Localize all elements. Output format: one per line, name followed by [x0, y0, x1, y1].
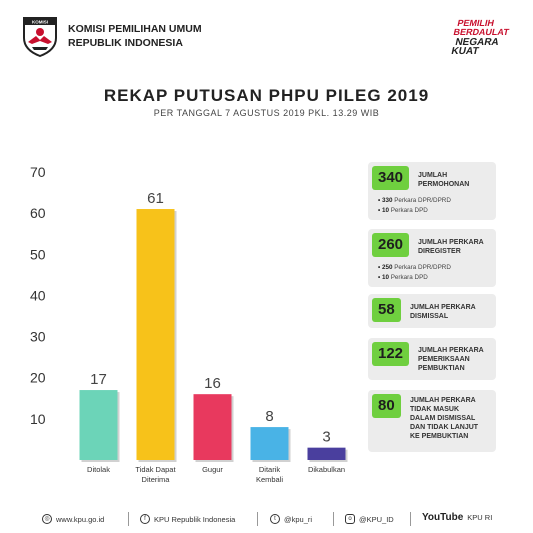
stat-label: JUMLAH PERKARA PEMERIKSAAN PEMBUKTIAN: [418, 346, 484, 373]
x-category-label: Dikabulkan: [308, 465, 345, 474]
slogan-line-4: KUAT: [450, 46, 480, 56]
bar-value-label: 17: [90, 371, 107, 388]
stat-label-line: PERMOHONAN: [418, 181, 470, 188]
stat-sub-item: • 250 Perkara DPR/DPRD: [378, 264, 451, 271]
logo-text: KOMISI: [32, 20, 48, 25]
footer: ◎ www.kpu.go.id f KPU Republik Indonesia…: [0, 502, 533, 532]
stat-label-line: JUMLAH: [418, 172, 448, 179]
footer-youtube[interactable]: YouTube KPU RI: [422, 512, 492, 523]
bar-value-label: 16: [204, 375, 221, 392]
stat-label-line: KE PEMBUKTIAN: [410, 433, 469, 440]
footer-website-text: www.kpu.go.id: [56, 514, 105, 524]
slogan-line-1: PEMILIH: [456, 18, 495, 28]
stat-label-line: TIDAK MASUK: [410, 406, 459, 413]
x-category-label: Ditarik: [259, 465, 281, 474]
stat-label: JUMLAH PERKARA DIREGISTER: [418, 238, 484, 256]
stat-label-line: DALAM DISMISSAL: [410, 415, 476, 422]
footer-instagram-text: @KPU_ID: [359, 514, 394, 524]
footer-facebook[interactable]: f KPU Republik Indonesia: [140, 514, 235, 524]
stat-label-line: JUMLAH PERKARA: [410, 397, 476, 404]
bar-value-label: 3: [322, 429, 330, 446]
twitter-icon: t: [270, 514, 280, 524]
header: KOMISI KOMISI PEMILIHAN UMUM REPUBLIK IN…: [0, 0, 533, 70]
footer-twitter[interactable]: t @kpu_ri: [270, 514, 312, 524]
stat-label-line: DAN TIDAK LANJUT: [410, 424, 479, 431]
stat-sub-item: • 10 Perkara DPD: [378, 274, 428, 281]
bar: [136, 209, 175, 460]
page-subtitle: PER TANGGAL 7 AGUSTUS 2019 PKL. 13.29 WI…: [153, 108, 380, 118]
footer-divider: [410, 512, 411, 526]
slogan-logo: PEMILIH BERDAULAT NEGARA KUAT: [450, 18, 511, 56]
footer-divider: [128, 512, 129, 526]
bar: [250, 427, 289, 460]
x-category-label: Gugur: [202, 465, 223, 474]
stat-label: JUMLAH PERKARA DISMISSAL: [410, 303, 476, 321]
stat-number: 58: [372, 298, 401, 322]
facebook-icon: f: [140, 514, 150, 524]
stat-number: 340: [372, 166, 410, 190]
bar-chart: 10 20 30 40 50 60 70 17 Ditolak 61 Tidak DapatDite…: [30, 164, 348, 484]
stat-sub-item: • 330 Perkara DPR/DPRD: [378, 197, 451, 204]
footer-youtube-text: KPU RI: [467, 513, 493, 522]
stat-number: 260: [372, 233, 410, 257]
stat-label-line: JUMLAH PERKARA: [418, 239, 484, 246]
stat-sub-item: • 10 Perkara DPD: [378, 207, 428, 214]
bar-value-label: 61: [147, 190, 164, 207]
x-category-label: Kembali: [256, 475, 283, 484]
bar: [307, 447, 346, 460]
x-category-label: Tidak Dapat: [135, 465, 176, 474]
globe-icon: ◎: [42, 514, 52, 524]
slogan-line-3: NEGARA: [454, 37, 500, 48]
slogan-line-2: BERDAULAT: [453, 27, 511, 37]
y-tick-label: 20: [30, 370, 46, 386]
stat-card: 260 JUMLAH PERKARA DIREGISTER • 250 Perkara…: [368, 229, 496, 287]
page-title: REKAP PUTUSAN PHPU PILEG 2019: [103, 86, 430, 105]
stat-number: 80: [372, 394, 401, 418]
stat-card: 58 JUMLAH PERKARA DISMISSAL: [368, 294, 496, 328]
footer-facebook-text: KPU Republik Indonesia: [154, 514, 236, 524]
x-category-label: Ditolak: [87, 465, 110, 474]
y-tick-label: 50: [30, 246, 46, 262]
y-tick-label: 40: [30, 287, 46, 303]
stat-label-line: JUMLAH PERKARA: [410, 304, 476, 311]
y-tick-label: 70: [30, 164, 46, 180]
kpu-logo: KOMISI: [23, 17, 57, 58]
footer-twitter-text: @kpu_ri: [284, 514, 313, 524]
footer-divider: [257, 512, 258, 526]
stat-label-line: PEMBUKTIAN: [418, 365, 465, 372]
stat-number: 122: [372, 342, 410, 366]
bar: [193, 394, 232, 460]
instagram-icon: o: [345, 514, 355, 524]
y-tick-label: 10: [30, 411, 46, 427]
stat-label-line: DISMISSAL: [410, 313, 449, 320]
stat-label: JUMLAH PERMOHONAN: [418, 171, 469, 189]
stat-label-line: PEMERIKSAAN: [418, 356, 470, 363]
footer-website[interactable]: ◎ www.kpu.go.id: [42, 514, 104, 524]
x-category-label: Diterima: [142, 475, 171, 484]
stat-card: 122 JUMLAH PERKARA PEMERIKSAAN PEMBUKTIAN: [368, 338, 496, 380]
stat-card: 80 JUMLAH PERKARA TIDAK MASUK DALAM DISMISS…: [368, 390, 496, 452]
organization-name: KOMISI PEMILIHAN UMUM REPUBLIK INDONESIA: [68, 22, 202, 50]
bar: [79, 390, 118, 460]
youtube-icon: YouTube: [422, 512, 464, 523]
footer-divider: [333, 512, 334, 526]
footer-instagram[interactable]: o @KPU_ID: [345, 514, 394, 524]
org-line-2: REPUBLIK INDONESIA: [68, 37, 183, 49]
stat-label: JUMLAH PERKARA TIDAK MASUK DALAM DISMISSAL…: [410, 396, 478, 441]
stat-card: 340 JUMLAH PERMOHONAN • 330 Perkara DPR/DPR…: [368, 162, 496, 220]
y-tick-label: 30: [30, 329, 46, 345]
y-tick-label: 60: [30, 205, 46, 221]
bar-value-label: 8: [265, 408, 273, 425]
stat-label-line: JUMLAH PERKARA: [418, 347, 484, 354]
stat-label-line: DIREGISTER: [418, 248, 461, 255]
org-line-1: KOMISI PEMILIHAN UMUM: [68, 23, 202, 35]
